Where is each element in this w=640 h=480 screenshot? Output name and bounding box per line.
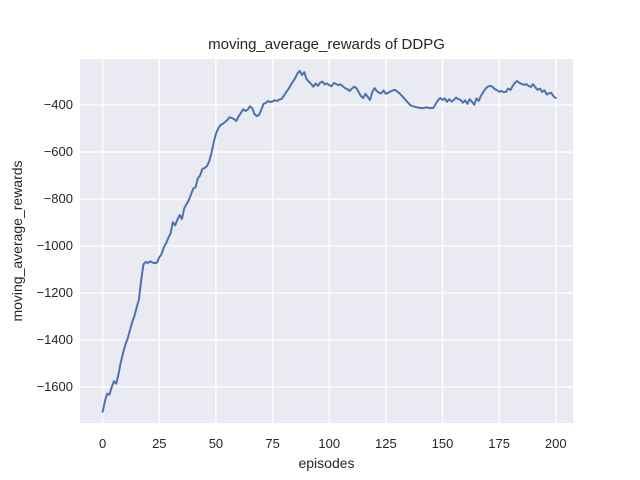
- x-tick-label: 100: [318, 436, 341, 451]
- x-tick-label: 200: [544, 436, 567, 451]
- y-tick-label: −600: [43, 144, 73, 160]
- x-tick-label: 0: [99, 436, 107, 451]
- reward-line: [101, 69, 557, 413]
- x-tick-label: 75: [265, 436, 280, 451]
- y-tick-label: −1200: [36, 285, 73, 301]
- x-tick-label: 150: [431, 436, 454, 451]
- x-tick-label: 50: [208, 436, 224, 451]
- y-tick-label: −1000: [36, 238, 73, 254]
- y-tick-label: −800: [43, 191, 73, 207]
- y-tick-label: −400: [43, 97, 73, 113]
- line-chart-svg: [80, 59, 573, 423]
- plot-area: [80, 59, 573, 423]
- x-tick-label: 175: [488, 436, 510, 451]
- x-tick-label: 25: [152, 436, 167, 451]
- x-axis-label: episodes: [298, 455, 355, 471]
- y-tick-label: −1600: [36, 379, 73, 395]
- chart-title: moving_average_rewards of DDPG: [208, 36, 445, 53]
- y-tick-label: −1400: [36, 332, 73, 348]
- x-tick-label: 125: [375, 436, 397, 451]
